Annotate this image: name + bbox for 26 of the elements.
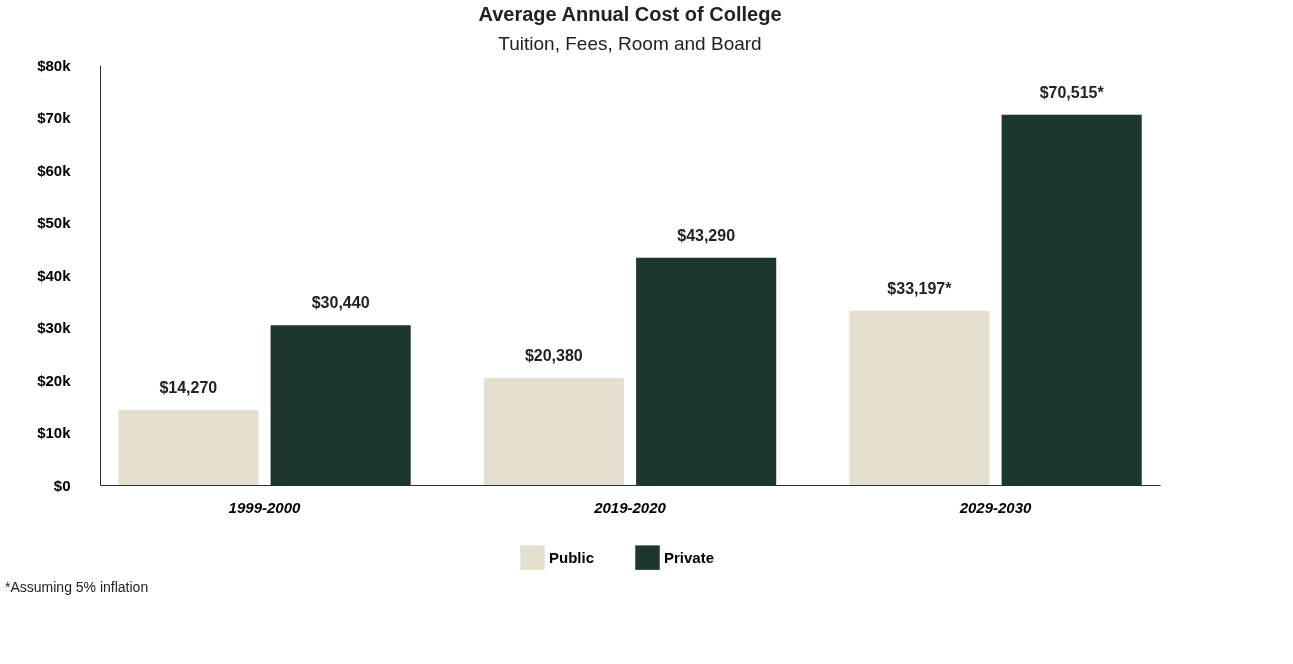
data-label: $33,197* <box>887 279 953 297</box>
chart-subtitle: Tuition, Fees, Room and Board <box>498 33 762 54</box>
legend-label: Private <box>664 548 715 566</box>
data-label: $43,290 <box>677 226 736 244</box>
y-tick-label: $70k <box>37 109 72 126</box>
bar <box>118 410 259 485</box>
x-tick-label: 1999-2000 <box>228 498 302 516</box>
data-label: $30,440 <box>311 294 370 312</box>
y-tick-label: $10k <box>37 424 72 441</box>
y-tick-label: $0 <box>53 476 71 494</box>
y-tick-label: $60k <box>37 161 72 179</box>
text: *Assuming 5% inflation <box>5 579 149 595</box>
chart-title: Average Annual Cost of College <box>478 3 782 25</box>
y-tick-label: $40k <box>37 266 72 284</box>
x-tick-label: 2019-2020 <box>593 498 667 516</box>
data-label: $14,270 <box>159 379 218 397</box>
y-tick-label: $30k <box>37 319 72 336</box>
legend-label: Public <box>549 548 595 566</box>
bar <box>483 378 624 485</box>
y-tick-label: $80k <box>37 56 72 74</box>
data-label: $20,380 <box>524 347 583 365</box>
x-tick-label: 2029-2030 <box>958 498 1033 516</box>
y-tick-label: $20k <box>37 371 72 389</box>
y-tick-label: $50k <box>37 214 72 231</box>
bar <box>849 310 990 485</box>
data-label: $70,515* <box>1039 83 1105 101</box>
